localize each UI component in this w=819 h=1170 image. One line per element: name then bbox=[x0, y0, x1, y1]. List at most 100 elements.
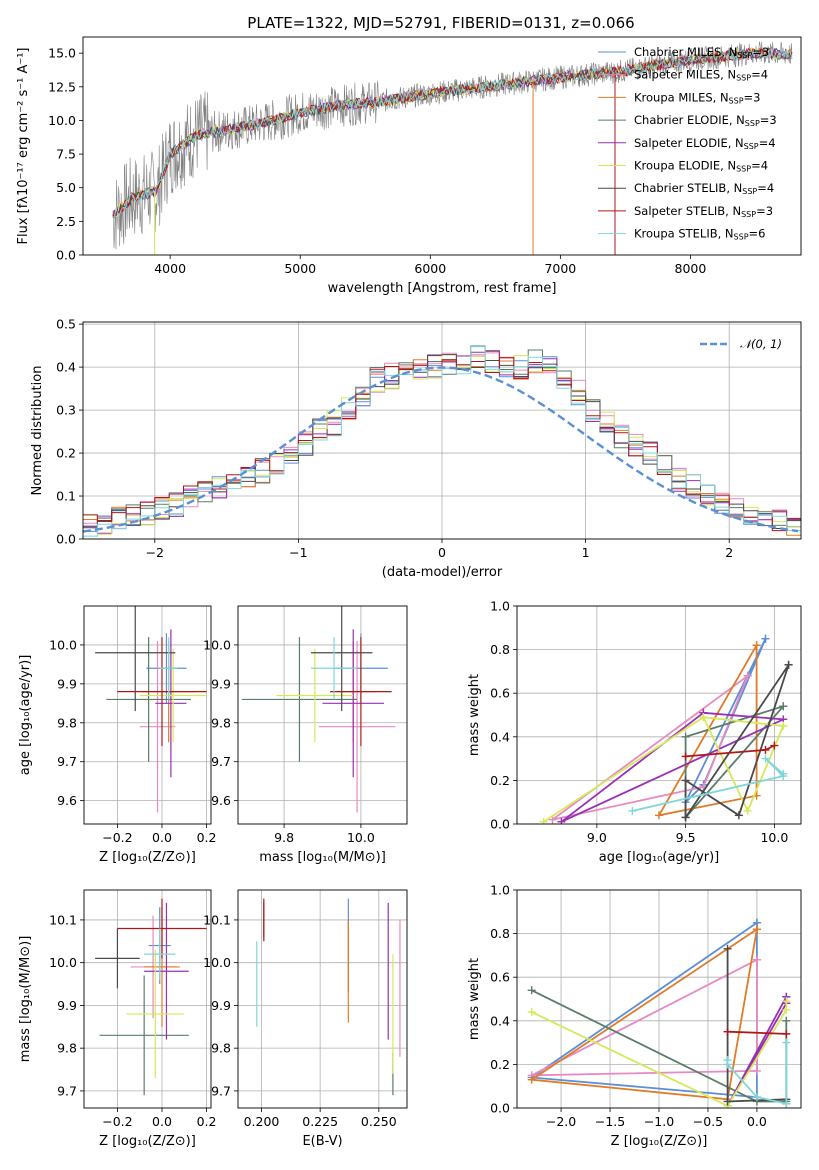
residuals-panel: −2 −1 0 1 2 0.0 0.1 0.2 0.3 0.4 0.5 (data-model)/er… bbox=[30, 317, 802, 580]
y-tick-label: 0.0 bbox=[490, 1101, 510, 1116]
y-axis-label: age [log₁₀(age/yr)] bbox=[18, 655, 33, 776]
legend-entry: Chabrier STELIB, NSSP=4 bbox=[634, 181, 774, 196]
x-tick-label: 10.0 bbox=[347, 830, 375, 845]
y-tick-label: 9.7 bbox=[57, 1083, 77, 1098]
y-tick-label: 0.3 bbox=[56, 403, 76, 418]
plot-frame bbox=[83, 605, 212, 825]
massweight-vs-metallicity-panel: −2.0 −1.5 −1.0 −0.5 0.0 0.0 0.2 0.4 0.6 0.8 1.0 Z [… bbox=[467, 883, 802, 1149]
x-tick-label: 2 bbox=[725, 545, 733, 560]
x-tick-label: −0.2 bbox=[102, 1114, 132, 1129]
legend-entry: Kroupa MILES, NSSP=3 bbox=[634, 90, 760, 105]
mass-weight-marker bbox=[734, 811, 743, 820]
y-tick-label: 1.0 bbox=[490, 883, 510, 898]
mass-weight-line bbox=[543, 716, 785, 823]
y-tick-label: 0.4 bbox=[490, 729, 510, 744]
y-tick-label: 9.9 bbox=[57, 676, 77, 691]
mass-weight-marker bbox=[770, 741, 779, 750]
y-tick-label: 10.1 bbox=[203, 912, 231, 927]
x-axis-label: E(B-V) bbox=[302, 1134, 342, 1149]
plot-frame bbox=[82, 321, 802, 540]
y-tick-label: 0.1 bbox=[56, 489, 76, 504]
x-tick-label: 0.2 bbox=[197, 830, 217, 845]
x-axis-label: age [log₁₀(age/yr)] bbox=[599, 850, 720, 865]
x-tick-label: −1.0 bbox=[644, 1114, 674, 1129]
y-axis-label: Flux [fλ10⁻¹⁷ erg cm⁻² s⁻¹ A⁻¹] bbox=[16, 48, 31, 245]
y-tick-label: 9.6 bbox=[57, 793, 77, 808]
x-tick-label: 6000 bbox=[414, 261, 446, 276]
mass-weight-line bbox=[529, 928, 758, 1101]
x-tick-label: −1 bbox=[289, 545, 307, 560]
y-axis-label: Normed distribution bbox=[30, 366, 45, 496]
y-tick-label: 10.0 bbox=[49, 955, 77, 970]
y-tick-label: 9.8 bbox=[57, 715, 77, 730]
mass-weight-marker bbox=[527, 1008, 536, 1017]
age-vs-mass-panel: 9.8 10.0 9.6 9.7 9.8 9.9 10.0 mass [log₁₀(M/M⊙)… bbox=[203, 605, 408, 865]
mass-weight-marker bbox=[752, 925, 761, 934]
y-tick-label: 0.0 bbox=[56, 248, 76, 263]
x-tick-label: 10.0 bbox=[760, 830, 788, 845]
mass-weight-marker bbox=[779, 702, 788, 711]
normal-curve bbox=[83, 366, 799, 533]
x-axis-label: Z [log₁₀(Z/Z⊙)] bbox=[99, 1134, 196, 1149]
mass-weight-marker bbox=[723, 1097, 732, 1106]
mass-weight-marker bbox=[782, 1038, 791, 1047]
plot-frame bbox=[237, 605, 408, 825]
x-tick-label: 0 bbox=[438, 545, 446, 560]
legend-entry: Kroupa ELODIE, NSSP=4 bbox=[634, 159, 768, 174]
mass-weight-marker bbox=[752, 1066, 761, 1075]
legend-entry: Kroupa STELIB, NSSP=6 bbox=[634, 227, 765, 242]
mass-weight-marker bbox=[681, 813, 690, 822]
y-tick-label: 10.0 bbox=[49, 637, 77, 652]
y-tick-label: 12.5 bbox=[48, 79, 76, 94]
mass-weight-marker bbox=[761, 745, 770, 754]
x-tick-label: 8000 bbox=[675, 261, 707, 276]
mass-weight-marker bbox=[761, 634, 770, 643]
mass-weight-marker bbox=[761, 754, 770, 763]
residual-histogram-step bbox=[83, 346, 801, 537]
y-tick-label: 9.9 bbox=[211, 676, 231, 691]
y-tick-label: 0.8 bbox=[490, 642, 510, 657]
y-tick-label: 0.0 bbox=[490, 817, 510, 832]
y-tick-label: 10.0 bbox=[203, 955, 231, 970]
mass-vs-ebv-panel: 0.200 0.225 0.250 9.7 9.8 9.9 10.0 10.1 E(B-V) bbox=[203, 889, 408, 1149]
y-tick-label: 9.6 bbox=[211, 793, 231, 808]
x-axis-label: wavelength [Angstrom, rest frame] bbox=[328, 281, 557, 296]
mass-weight-marker bbox=[539, 817, 548, 824]
x-tick-label: −0.2 bbox=[102, 830, 132, 845]
mass-weight-line bbox=[560, 711, 787, 823]
observed-spectrum-line bbox=[112, 41, 793, 250]
x-tick-label: −2.0 bbox=[546, 1114, 576, 1129]
x-tick-label: 0.225 bbox=[302, 1114, 338, 1129]
mass-weight-marker bbox=[752, 1093, 761, 1102]
x-axis-label: Z [log₁₀(Z/Z⊙)] bbox=[611, 1134, 708, 1149]
x-tick-label: 7000 bbox=[544, 261, 576, 276]
x-tick-label: −1.5 bbox=[595, 1114, 625, 1129]
mass-weight-marker bbox=[752, 641, 761, 650]
y-tick-label: 0.2 bbox=[490, 1057, 510, 1072]
legend-entry: Chabrier MILES, NSSP=3 bbox=[634, 45, 769, 60]
mass-weight-marker bbox=[699, 713, 708, 722]
legend-entry: Salpeter ELODIE, NSSP=4 bbox=[634, 136, 776, 151]
plot-frame bbox=[82, 36, 802, 256]
mass-weight-marker bbox=[779, 721, 788, 730]
x-tick-label: 1 bbox=[582, 545, 590, 560]
spectrum-panel: 4000 5000 6000 7000 8000 0.0 2.5 5.0 7.5 10.0 12.5… bbox=[16, 36, 802, 296]
y-tick-label: 0.6 bbox=[490, 970, 510, 985]
mass-weight-marker bbox=[743, 671, 752, 680]
mass-weight-marker bbox=[628, 806, 637, 815]
mass-vs-metallicity-panel: −0.2 0.0 0.2 9.7 9.8 9.9 10.0 10.1 Z [log₁₀(Z/Z⊙… bbox=[18, 889, 216, 1149]
y-tick-label: 0.8 bbox=[490, 926, 510, 941]
y-tick-label: 10.1 bbox=[49, 912, 77, 927]
y-tick-label: 10.0 bbox=[48, 113, 76, 128]
y-tick-label: 0.6 bbox=[490, 686, 510, 701]
y-tick-label: 1.0 bbox=[490, 599, 510, 614]
x-tick-label: 0.250 bbox=[361, 1114, 397, 1129]
mass-weight-line bbox=[531, 958, 758, 1077]
y-tick-label: 15.0 bbox=[48, 46, 76, 61]
x-tick-label: 9.0 bbox=[587, 830, 607, 845]
x-tick-label: 9.8 bbox=[274, 830, 294, 845]
mass-weight-marker bbox=[743, 806, 752, 815]
y-tick-label: 9.8 bbox=[211, 1041, 231, 1056]
massweight-vs-age-panel: 9.0 9.5 10.0 0.0 0.2 0.4 0.6 0.8 1.0 age [log₁₀(a… bbox=[467, 599, 802, 865]
